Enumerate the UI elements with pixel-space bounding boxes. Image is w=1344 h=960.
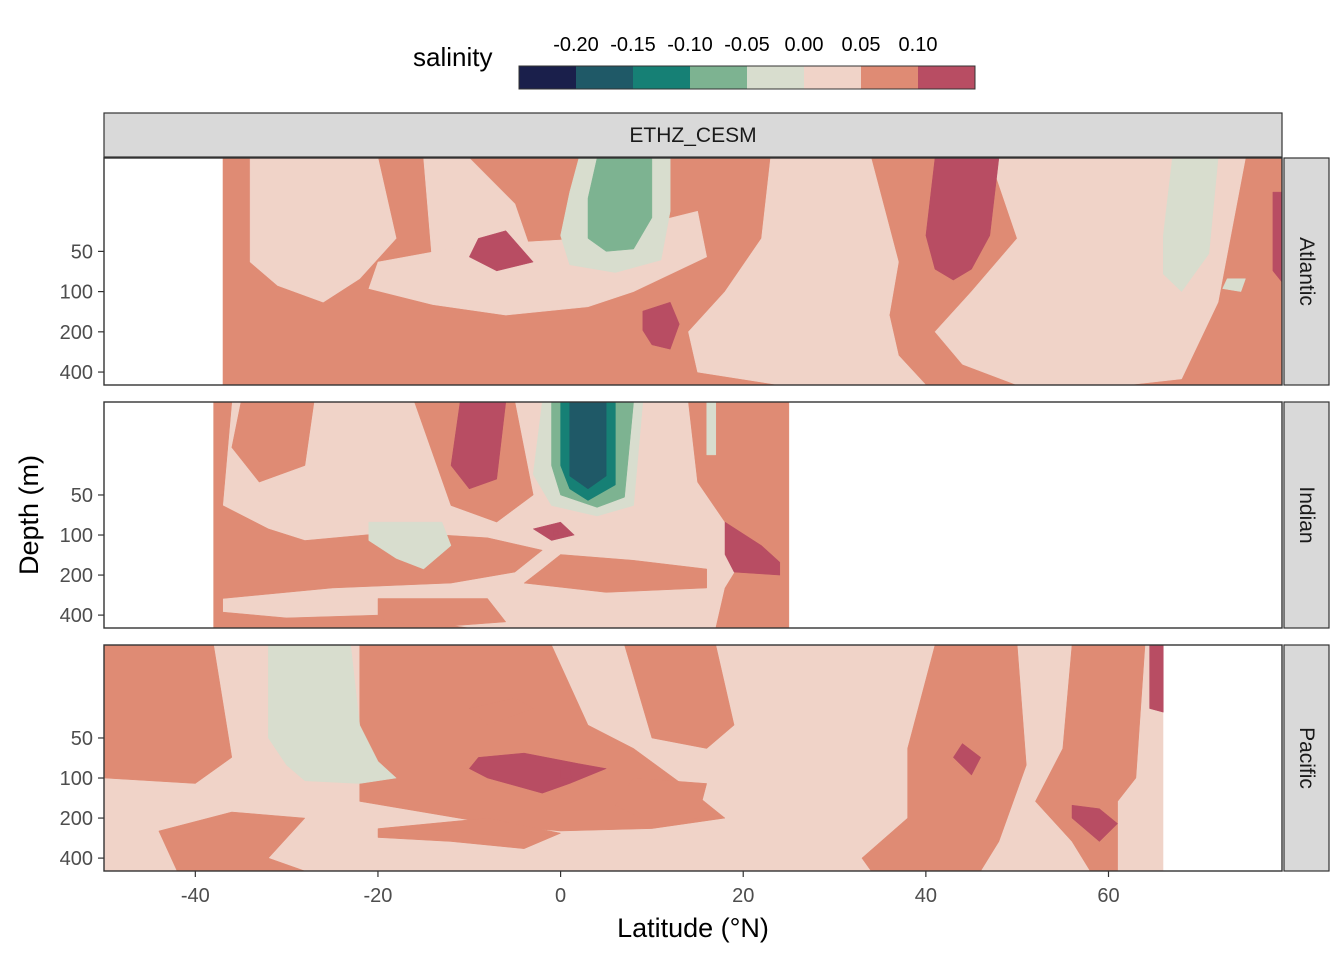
contour-region <box>1149 645 1164 713</box>
contour-region <box>642 301 680 350</box>
contour-region <box>861 645 1027 871</box>
legend-labels: -0.20 -0.15 -0.10 -0.05 0.00 0.05 0.10 <box>553 34 937 56</box>
contour-region <box>587 158 653 252</box>
contour-region <box>1163 158 1219 292</box>
panel-border <box>103 157 1283 386</box>
contour-region <box>560 766 572 780</box>
column-strip-label: ETHZ_CESM <box>629 124 756 147</box>
legend-break-label: -0.20 <box>553 34 599 56</box>
x-axis-title: Latitude (°N) <box>617 913 769 943</box>
legend-swatch <box>861 66 918 89</box>
contour-layer <box>213 402 790 628</box>
contour-region <box>268 645 397 784</box>
legend-break-label: -0.10 <box>667 34 713 56</box>
x-tick-label: -20 <box>364 885 393 907</box>
y-tick-label: 400 <box>60 605 93 627</box>
x-axis: -40 -20 0 20 40 60 <box>181 871 1120 907</box>
contour-region <box>231 402 315 483</box>
contour-layer <box>104 645 1164 871</box>
row-strip-box <box>1283 401 1330 629</box>
legend-swatch <box>519 66 576 89</box>
contour-region <box>953 743 981 776</box>
y-tick-label: 400 <box>60 848 93 870</box>
legend-break-label: -0.05 <box>724 34 770 56</box>
legend-break-label: 0.05 <box>842 34 881 56</box>
column-strip-box <box>103 112 1283 158</box>
contour-region <box>1035 645 1146 871</box>
facet-panels: 50 100 200 400 Atlantic 50 100 200 400 Indian 50 10… <box>60 157 1330 872</box>
contour-region <box>249 158 397 303</box>
y-tick-label: 100 <box>60 282 93 304</box>
y-tick-label: 50 <box>71 485 93 507</box>
legend-title: salinity <box>413 42 492 72</box>
contour-region <box>158 811 306 871</box>
contour-region <box>553 530 559 536</box>
legend-frame <box>518 65 976 90</box>
x-tick-label: 60 <box>1097 885 1119 907</box>
contour-region <box>706 402 717 456</box>
contour-region <box>377 598 507 628</box>
contour-region <box>615 777 707 824</box>
legend-break-label: 0.10 <box>899 34 938 56</box>
contour-region <box>816 299 881 352</box>
y-tick-label: 200 <box>60 322 93 344</box>
facet-panel-atlantic: 50 100 200 400 Atlantic <box>60 157 1330 386</box>
legend-break-label: -0.15 <box>610 34 656 56</box>
row-strip-label: Atlantic <box>1295 237 1318 306</box>
contour-region <box>724 521 781 576</box>
x-tick-label: 40 <box>915 885 937 907</box>
legend-swatch <box>690 66 747 89</box>
contour-region <box>925 158 1000 281</box>
contour-region <box>104 645 233 784</box>
contour-region <box>450 402 507 490</box>
contour-region <box>523 554 707 593</box>
y-axis-title: Depth (m) <box>14 455 44 575</box>
facet-panel-indian: 50 100 200 400 Indian <box>60 401 1330 629</box>
contour-region <box>469 752 607 794</box>
contour-region <box>1272 191 1282 283</box>
row-strip-box <box>1283 157 1330 386</box>
row-strip-box <box>1283 644 1330 872</box>
row-strip-label: Pacific <box>1295 727 1318 789</box>
column-strip: ETHZ_CESM <box>103 112 1283 158</box>
y-tick-label: 50 <box>71 241 93 263</box>
legend-swatches <box>518 65 976 90</box>
x-tick-label: 0 <box>555 885 566 907</box>
y-tick-label: 400 <box>60 362 93 384</box>
contour-region <box>469 230 534 272</box>
y-tick-label: 100 <box>60 525 93 547</box>
y-tick-label: 200 <box>60 565 93 587</box>
x-tick-label: -40 <box>181 885 210 907</box>
contour-region <box>1222 278 1246 292</box>
contour-layer <box>222 158 1282 385</box>
contour-region <box>377 817 561 849</box>
contour-region <box>1071 804 1118 842</box>
row-strip-label: Indian <box>1295 486 1318 543</box>
contour-region <box>624 645 735 749</box>
contour-region <box>569 402 607 490</box>
facet-panel-pacific: 50 100 200 400 Pacific <box>60 644 1330 872</box>
contour-region <box>213 402 543 628</box>
x-tick-label: 20 <box>732 885 754 907</box>
legend-swatch <box>918 66 975 89</box>
y-tick-label: 100 <box>60 768 93 790</box>
panel-border <box>103 401 1283 629</box>
legend: salinity -0.20 -0.15 -0.10 -0.05 0.00 0.05 0.1… <box>413 34 976 90</box>
legend-break-label: 0.00 <box>785 34 824 56</box>
legend-swatch <box>576 66 633 89</box>
legend-swatch <box>633 66 690 89</box>
legend-swatch <box>804 66 861 89</box>
contour-region <box>469 697 534 726</box>
legend-swatch <box>747 66 804 89</box>
y-tick-label: 50 <box>71 728 93 750</box>
contour-region <box>368 521 452 570</box>
y-tick-label: 200 <box>60 808 93 830</box>
panel-border <box>103 644 1283 872</box>
